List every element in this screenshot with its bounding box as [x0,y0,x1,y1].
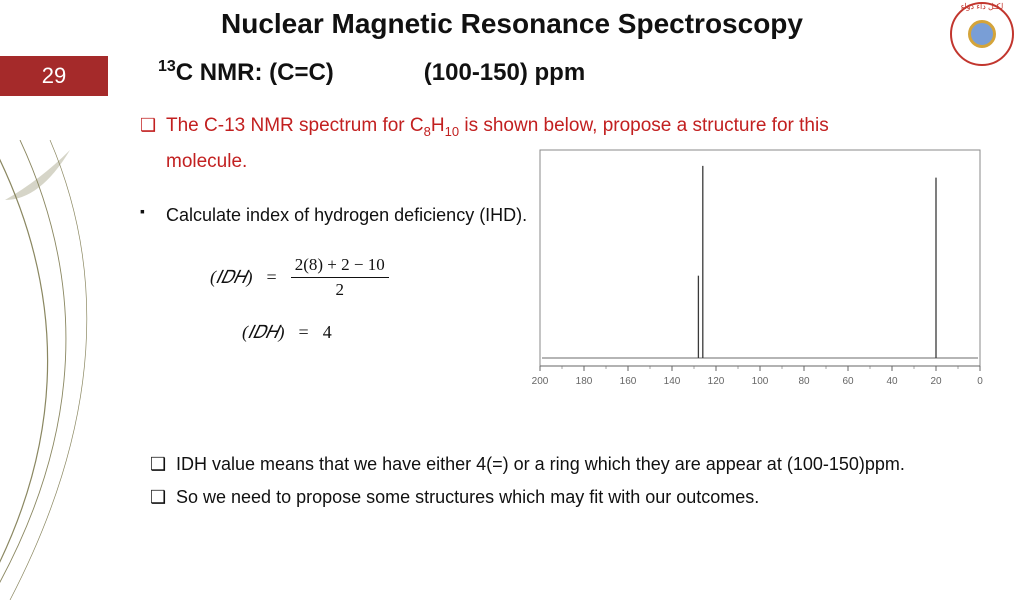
leaf-decoration [0,140,150,600]
q-text-c: molecule. [166,151,247,172]
svg-text:20: 20 [930,376,942,387]
nmr-spectrum: 200180160140120100806040200 [526,144,996,410]
q-sub2: 10 [445,124,459,139]
svg-text:140: 140 [664,376,681,387]
svg-text:160: 160 [620,376,637,387]
slide-number: 29 [0,56,108,96]
svg-text:60: 60 [842,376,854,387]
lower-bullet-2: So we need to propose some structures wh… [150,481,1004,514]
svg-text:180: 180 [576,376,593,387]
subtitle-b: (100-150) ppm [424,59,585,86]
fraction: 2(8) + 2 − 10 2 [291,255,389,300]
logo-inner-icon [968,20,996,48]
svg-text:100: 100 [752,376,769,387]
svg-text:0: 0 [977,376,983,387]
fraction-numerator: 2(8) + 2 − 10 [291,255,389,278]
q-sub1: 8 [424,124,431,139]
page-title: Nuclear Magnetic Resonance Spectroscopy [0,8,1024,40]
subtitle-sup: 13 [158,58,176,75]
lower-bullet-1: IDH value means that we have either 4(=)… [150,448,1004,481]
q-text-mid: H [431,115,445,136]
lower-bullets: IDH value means that we have either 4(=)… [150,448,1004,515]
svg-text:200: 200 [532,376,549,387]
subtitle-a: C NMR: (C=C) [176,59,334,86]
subtitle: 13C NMR: (C=C) (100-150) ppm [158,58,585,87]
q-text-b: is shown below, propose a structure for … [459,115,829,136]
eq-sign-2: = [299,322,309,343]
eq-sign-1: = [267,267,277,288]
institution-logo: لكـل داء دواء [950,2,1014,66]
fraction-denominator: 2 [335,278,344,300]
svg-text:80: 80 [798,376,810,387]
idh-label-2: (𝐼𝐷𝐻) [242,322,285,343]
idh-result: 4 [323,322,332,343]
q-text-a: The C-13 NMR spectrum for C [166,115,424,136]
logo-text: لكـل داء دواء [961,2,1004,11]
idh-label-1: (𝐼𝐷𝐻) [210,267,253,288]
svg-text:40: 40 [886,376,898,387]
svg-text:120: 120 [708,376,725,387]
